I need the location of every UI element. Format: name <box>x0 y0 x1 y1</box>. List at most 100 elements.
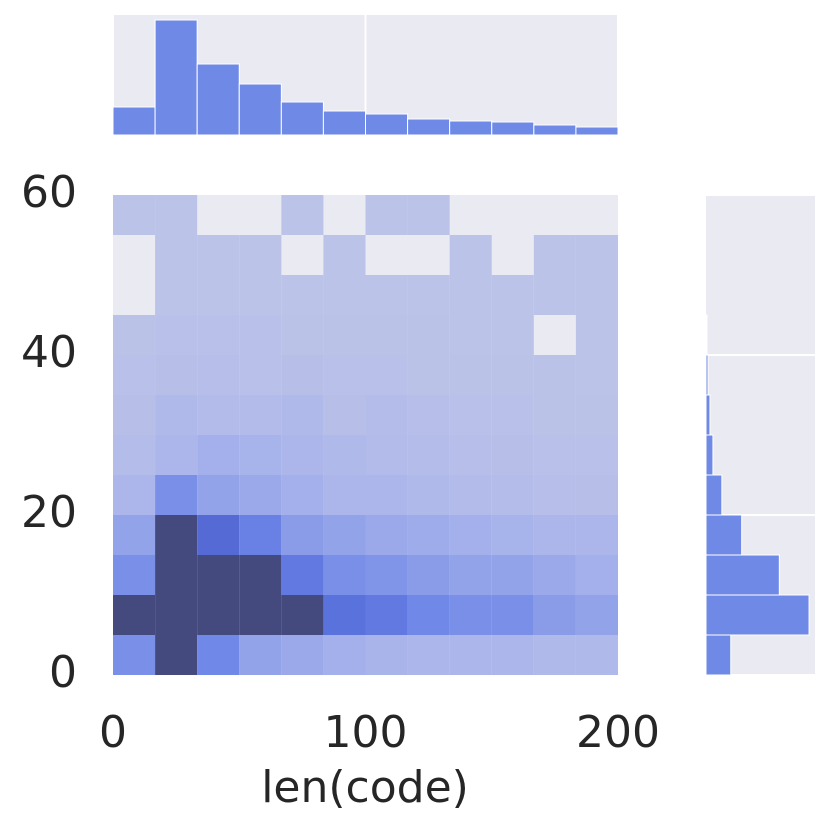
heatmap-cell <box>491 435 534 475</box>
heatmap-cell <box>365 595 408 635</box>
heatmap-cell <box>407 355 450 395</box>
heatmap-cell <box>449 475 492 515</box>
x-tick-label: 0 <box>99 707 127 758</box>
heatmap-cell <box>449 275 492 315</box>
heatmap-cell <box>113 395 156 435</box>
heatmap-cell <box>323 395 366 435</box>
heatmap-cell <box>533 235 576 275</box>
heatmap-cell <box>281 315 324 355</box>
heatmap-cell <box>155 355 198 395</box>
heatmap-cell <box>365 635 408 675</box>
heatmap-cell <box>197 635 240 675</box>
heatmap-cell <box>407 595 450 635</box>
heatmap-cell <box>239 435 282 475</box>
heatmap-cell <box>155 515 198 555</box>
heatmap-cell <box>575 515 618 555</box>
heatmap-cell <box>533 275 576 315</box>
heatmap-cell <box>197 515 240 555</box>
heatmap-cell <box>155 235 198 275</box>
heatmap-cell <box>365 275 408 315</box>
heatmap-cell <box>281 635 324 675</box>
heatmap-cell <box>533 435 576 475</box>
heatmap-cell <box>449 435 492 475</box>
heatmap-cell <box>365 555 408 595</box>
heatmap-cell <box>113 435 156 475</box>
heatmap-cell <box>407 635 450 675</box>
heatmap-cell <box>575 555 618 595</box>
heatmap-cell <box>407 555 450 595</box>
heatmap-cell <box>197 435 240 475</box>
heatmap-cell <box>491 555 534 595</box>
heatmap-cell <box>113 475 156 515</box>
heatmap-cell <box>449 515 492 555</box>
x-tick-label: 200 <box>576 707 660 758</box>
histogram-bar <box>112 106 156 136</box>
heatmap-cell <box>323 435 366 475</box>
heatmap-cell <box>533 595 576 635</box>
heatmap-cell <box>491 635 534 675</box>
heatmap-cell <box>407 275 450 315</box>
heatmap-cell <box>281 555 324 595</box>
histogram-bar <box>705 314 708 356</box>
heatmap-cell <box>533 355 576 395</box>
heatmap-cell <box>113 635 156 675</box>
heatmap-cell <box>239 475 282 515</box>
heatmap-cell <box>449 395 492 435</box>
heatmap-cell <box>575 315 618 355</box>
heatmap-cell <box>155 315 198 355</box>
heatmap-cell <box>365 435 408 475</box>
heatmap-cell <box>281 395 324 435</box>
heatmap-cell <box>575 275 618 315</box>
heatmap-cell <box>533 635 576 675</box>
heatmap-cell <box>281 515 324 555</box>
heatmap-cell <box>323 315 366 355</box>
heatmap-cell <box>575 635 618 675</box>
heatmap-cell <box>491 275 534 315</box>
heatmap-cell <box>323 515 366 555</box>
heatmap-cell <box>155 555 198 595</box>
heatmap-cell <box>449 355 492 395</box>
heatmap-cell <box>533 515 576 555</box>
y-tick-label: 60 <box>21 167 77 218</box>
heatmap-cell <box>197 355 240 395</box>
histogram-bar <box>407 118 451 136</box>
heatmap-cell <box>155 275 198 315</box>
heatmap-cell <box>113 195 156 235</box>
histogram-bar <box>322 110 367 136</box>
heatmap-cell <box>239 555 282 595</box>
histogram-bar <box>196 63 240 136</box>
y-tick-label: 0 <box>49 647 77 698</box>
heatmap-cell <box>197 475 240 515</box>
heatmap-cell <box>113 315 156 355</box>
heatmap-cell <box>491 355 534 395</box>
heatmap-cell <box>365 355 408 395</box>
heatmap-cell <box>449 235 492 275</box>
heatmap-cell <box>407 315 450 355</box>
heatmap-cell <box>575 395 618 435</box>
heatmap-cell <box>155 475 198 515</box>
heatmap-cell <box>239 275 282 315</box>
heatmap-cell <box>575 355 618 395</box>
heatmap-cell <box>281 275 324 315</box>
heatmap-cell <box>491 515 534 555</box>
heatmap-cell <box>491 395 534 435</box>
histogram-bar <box>280 101 324 136</box>
heatmap-cell <box>407 395 450 435</box>
heatmap-cell <box>113 515 156 555</box>
heatmap-cell <box>449 555 492 595</box>
heatmap-cell <box>155 595 198 635</box>
heatmap-cell <box>407 435 450 475</box>
heatmap-cell <box>449 635 492 675</box>
heatmap-cell <box>281 435 324 475</box>
histogram-bar <box>449 120 493 136</box>
x-tick-label: 100 <box>324 707 408 758</box>
heatmap-cell <box>197 275 240 315</box>
heatmap-cell <box>533 555 576 595</box>
histogram-bar <box>365 113 409 136</box>
heatmap-cell <box>365 315 408 355</box>
heatmap-cell <box>239 315 282 355</box>
heatmap-cell <box>239 235 282 275</box>
histogram-bar <box>705 514 743 556</box>
heatmap-cell <box>281 355 324 395</box>
